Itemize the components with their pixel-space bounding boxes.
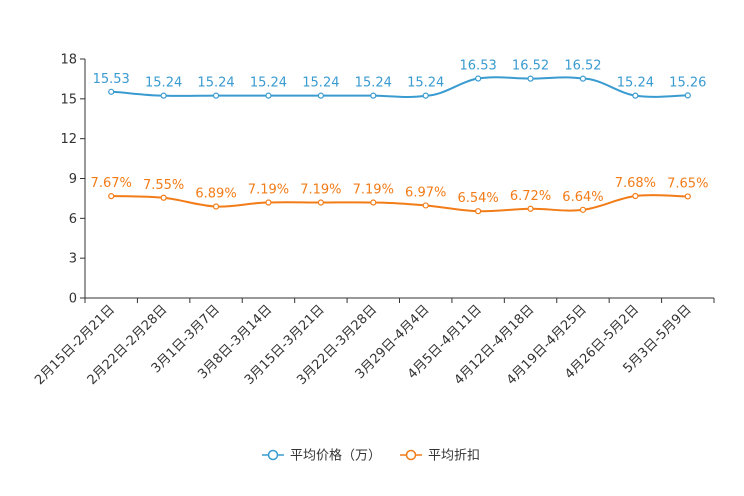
legend-item-avg-discount[interactable]: 平均折扣 xyxy=(400,449,480,464)
data-point xyxy=(632,92,639,99)
data-point xyxy=(370,199,377,206)
data-point xyxy=(475,208,482,215)
data-point xyxy=(370,92,377,99)
data-label: 7.67% xyxy=(91,176,132,191)
data-point xyxy=(265,199,272,206)
data-label: 6.54% xyxy=(457,191,498,206)
y-tick-label: 15 xyxy=(60,92,77,107)
data-label: 16.53 xyxy=(460,59,497,74)
data-point xyxy=(632,192,639,200)
data-label: 16.52 xyxy=(564,59,601,74)
data-label: 6.97% xyxy=(405,185,446,200)
y-tick-label: 0 xyxy=(69,292,77,307)
data-point xyxy=(579,75,587,82)
data-label: 15.24 xyxy=(197,76,234,91)
series-line xyxy=(111,76,688,98)
legend-marker-icon xyxy=(267,449,279,461)
data-point xyxy=(684,92,691,99)
data-label: 6.64% xyxy=(562,190,603,205)
data-label: 6.89% xyxy=(195,187,236,202)
data-point xyxy=(212,203,220,210)
data-point xyxy=(684,193,691,200)
y-tick-label: 12 xyxy=(60,132,77,147)
data-label: 15.24 xyxy=(617,76,654,91)
data-label: 15.53 xyxy=(93,72,130,87)
series-layer: 15.53 15.24 15.24 15.24 15.24 15.24 15.24 16.53… xyxy=(91,59,708,215)
data-label: 7.19% xyxy=(353,183,394,198)
y-tick-label: 18 xyxy=(60,53,77,68)
data-point xyxy=(160,194,167,201)
data-label: 15.24 xyxy=(407,76,444,91)
data-label: 15.24 xyxy=(145,76,182,91)
legend-label: 平均价格（万） xyxy=(290,448,381,464)
legend-label: 平均折扣 xyxy=(428,449,480,464)
data-point xyxy=(422,202,429,209)
data-point xyxy=(317,199,324,206)
data-label: 15.24 xyxy=(355,76,392,91)
series-line xyxy=(111,194,688,213)
data-label: 15.24 xyxy=(250,76,287,91)
data-point xyxy=(527,75,534,82)
series-avg-discount: 7.67% 7.55% 6.89% 7.19% 7.19% 7.19% 6.97% 6.54%… xyxy=(91,176,708,215)
data-label: 7.19% xyxy=(248,183,289,198)
data-point xyxy=(160,92,167,99)
data-label: 15.26 xyxy=(669,75,706,90)
data-point xyxy=(265,92,272,99)
data-label: 6.72% xyxy=(510,189,551,204)
y-tick-label: 3 xyxy=(69,252,77,267)
y-tick-label: 9 xyxy=(69,172,77,187)
legend: 平均价格（万） 平均折扣 xyxy=(262,448,480,464)
y-tick-label: 6 xyxy=(69,212,77,227)
data-point xyxy=(108,88,115,95)
axes: 03691215182月15日-2月21日2月22日-2月28日3月1日-3月7… xyxy=(32,53,715,388)
data-label: 15.24 xyxy=(302,76,339,91)
legend-item-avg-price[interactable]: 平均价格（万） xyxy=(262,448,381,464)
data-label: 7.68% xyxy=(615,176,656,191)
data-label: 7.19% xyxy=(300,183,341,198)
data-point xyxy=(108,193,115,200)
data-label: 7.65% xyxy=(667,176,708,191)
data-point xyxy=(212,92,220,99)
series-avg-price: 15.53 15.24 15.24 15.24 15.24 15.24 15.24 16.53… xyxy=(93,59,706,99)
data-label: 16.52 xyxy=(512,59,549,74)
data-point xyxy=(422,92,429,99)
legend-marker-icon xyxy=(405,449,417,461)
data-point xyxy=(527,205,534,212)
data-point xyxy=(579,206,587,213)
data-point xyxy=(475,75,482,82)
data-label: 7.55% xyxy=(143,178,184,193)
data-point xyxy=(317,92,324,99)
